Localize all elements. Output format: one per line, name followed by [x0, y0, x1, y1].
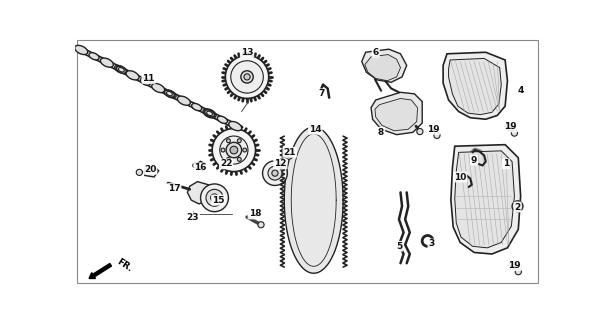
Ellipse shape — [116, 66, 127, 73]
Circle shape — [268, 166, 282, 180]
Circle shape — [515, 268, 521, 275]
Circle shape — [505, 123, 513, 131]
Circle shape — [226, 142, 242, 158]
Polygon shape — [375, 99, 418, 131]
Circle shape — [509, 262, 517, 269]
Circle shape — [507, 125, 511, 129]
Ellipse shape — [115, 65, 125, 73]
Ellipse shape — [152, 84, 165, 92]
Polygon shape — [455, 151, 514, 248]
Ellipse shape — [74, 45, 88, 54]
Text: 7: 7 — [318, 89, 325, 98]
Polygon shape — [451, 145, 521, 254]
Ellipse shape — [205, 110, 215, 117]
Circle shape — [238, 139, 241, 143]
Text: 6: 6 — [373, 48, 379, 57]
Circle shape — [227, 139, 230, 143]
Ellipse shape — [191, 103, 202, 111]
Ellipse shape — [89, 53, 99, 60]
Polygon shape — [371, 92, 422, 135]
Text: 23: 23 — [187, 212, 199, 221]
Text: 13: 13 — [241, 48, 253, 57]
Circle shape — [263, 161, 287, 186]
Text: 20: 20 — [144, 165, 157, 174]
Ellipse shape — [166, 91, 176, 98]
Text: 11: 11 — [142, 74, 155, 83]
Circle shape — [136, 169, 142, 175]
Ellipse shape — [217, 116, 227, 124]
Ellipse shape — [167, 92, 172, 96]
Circle shape — [434, 132, 440, 139]
Circle shape — [511, 264, 515, 268]
Polygon shape — [443, 52, 508, 119]
Text: 10: 10 — [454, 172, 466, 181]
FancyArrow shape — [89, 263, 112, 278]
Ellipse shape — [178, 96, 190, 105]
Circle shape — [287, 154, 291, 157]
Text: 5: 5 — [396, 242, 402, 251]
Polygon shape — [362, 49, 407, 82]
Ellipse shape — [203, 109, 216, 118]
Text: 4: 4 — [517, 86, 524, 95]
Circle shape — [220, 136, 248, 164]
Ellipse shape — [206, 111, 212, 116]
Text: 22: 22 — [220, 159, 232, 168]
Text: 14: 14 — [309, 125, 322, 134]
Text: 15: 15 — [212, 196, 224, 204]
Text: 17: 17 — [168, 184, 181, 193]
Circle shape — [230, 146, 238, 154]
Circle shape — [241, 71, 253, 83]
Circle shape — [211, 194, 218, 202]
Text: 12: 12 — [274, 159, 287, 168]
Circle shape — [226, 55, 269, 99]
Circle shape — [512, 201, 523, 212]
Circle shape — [231, 61, 263, 93]
Text: 19: 19 — [508, 261, 521, 270]
Polygon shape — [145, 166, 158, 177]
Ellipse shape — [100, 58, 113, 67]
Ellipse shape — [164, 90, 175, 97]
Circle shape — [206, 189, 223, 206]
Text: FR.: FR. — [115, 257, 134, 274]
Ellipse shape — [118, 68, 124, 72]
Ellipse shape — [140, 78, 151, 85]
Text: 2: 2 — [514, 203, 521, 212]
Circle shape — [227, 157, 230, 161]
Text: 1: 1 — [503, 159, 509, 168]
Polygon shape — [449, 59, 501, 115]
Circle shape — [243, 148, 247, 152]
Circle shape — [193, 163, 197, 168]
Ellipse shape — [229, 122, 242, 131]
Polygon shape — [284, 127, 343, 273]
Circle shape — [200, 184, 229, 212]
Circle shape — [285, 152, 293, 159]
Polygon shape — [187, 182, 213, 204]
Circle shape — [258, 222, 264, 228]
Circle shape — [221, 148, 225, 152]
Circle shape — [511, 130, 518, 136]
Circle shape — [272, 170, 278, 176]
Circle shape — [417, 129, 423, 135]
Circle shape — [515, 204, 520, 209]
Text: 3: 3 — [428, 239, 434, 249]
Text: 18: 18 — [248, 210, 261, 219]
Circle shape — [212, 129, 256, 172]
Ellipse shape — [126, 71, 139, 80]
Circle shape — [244, 74, 250, 80]
Polygon shape — [365, 55, 401, 81]
Circle shape — [238, 157, 241, 161]
Text: 16: 16 — [194, 163, 207, 172]
Text: 8: 8 — [378, 128, 384, 137]
Text: 19: 19 — [427, 125, 439, 134]
Text: 21: 21 — [283, 148, 296, 157]
Text: 19: 19 — [504, 123, 517, 132]
Text: 9: 9 — [471, 156, 478, 164]
